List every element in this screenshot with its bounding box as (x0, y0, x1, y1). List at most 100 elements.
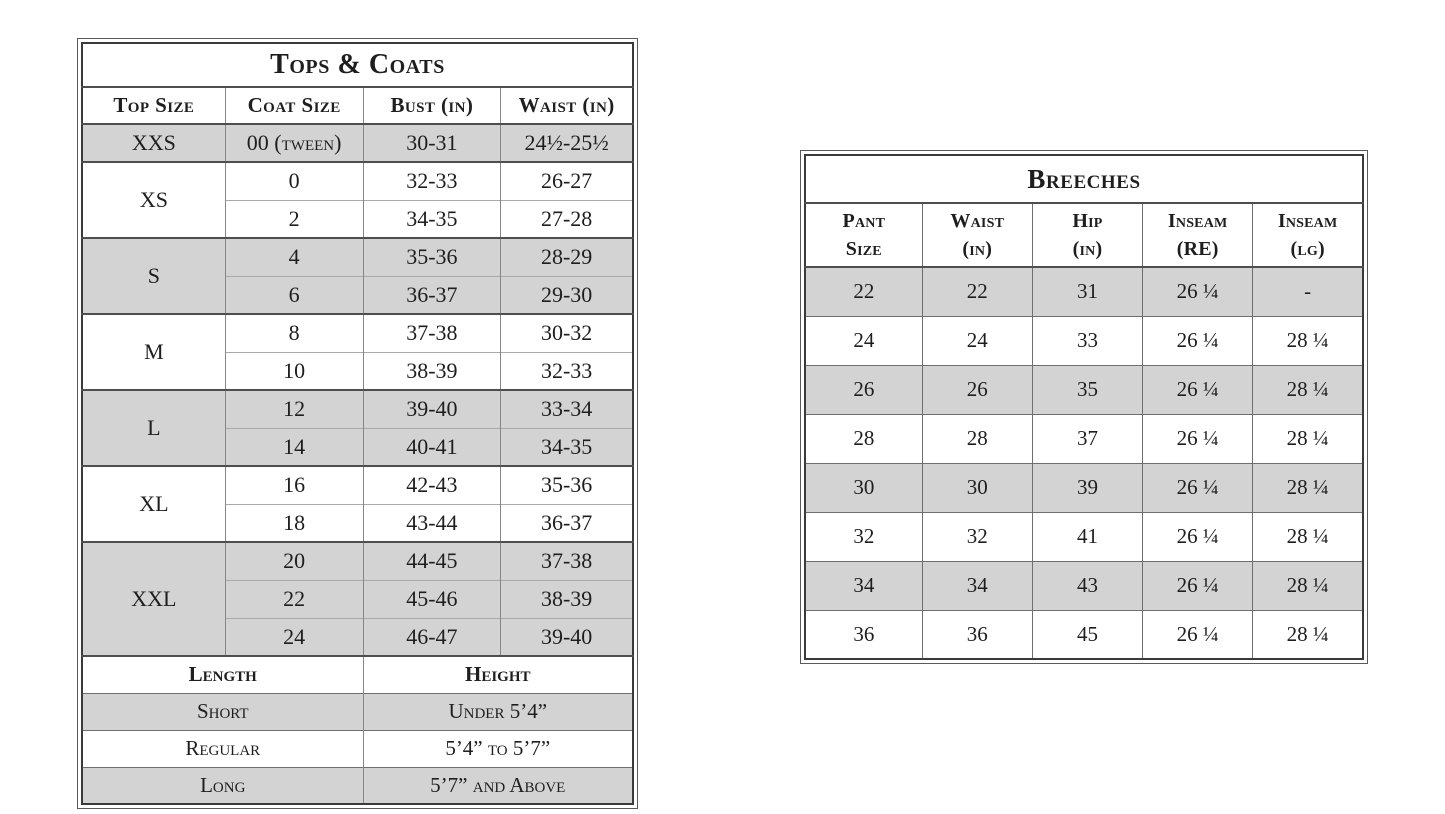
top-size-cell: XXS (82, 123, 226, 162)
height-cell: Under 5’4” (362, 692, 633, 730)
height-header: Height (362, 655, 633, 693)
bust-cell: 37-38 (362, 313, 501, 352)
bust-cell: 36-37 (362, 275, 501, 314)
top-size-cell: XS (82, 161, 226, 238)
inseam-re-cell: 26 ¼ (1142, 462, 1253, 512)
waist-cell: 34 (921, 560, 1033, 610)
hip-cell: 33 (1031, 315, 1143, 365)
pant-size-cell: 32 (805, 511, 923, 561)
bust-cell: 42-43 (362, 465, 501, 504)
waist-cell: 30-32 (500, 313, 633, 352)
coat-size-cell: 2 (224, 199, 363, 238)
pant-size-cell: 28 (805, 413, 923, 463)
waist-cell: 39-40 (500, 617, 633, 656)
breeches-title: Breeches (805, 155, 1363, 204)
waist-cell: 36-37 (500, 503, 633, 542)
pant-size-cell: 34 (805, 560, 923, 610)
breeches-grid: Breeches Pant Size Waist (in) Hip (in) Inseam (R… (804, 154, 1364, 660)
header-line: Waist (950, 210, 1005, 232)
bust-header: Bust (in) (362, 87, 501, 125)
hip-cell: 39 (1031, 462, 1143, 512)
length-cell: Short (82, 692, 363, 730)
header-line: Inseam (1277, 210, 1338, 232)
coat-size-cell: 14 (224, 427, 363, 466)
top-size-cell: XL (82, 465, 226, 542)
waist-cell: 34-35 (500, 427, 633, 466)
header-line: (lg) (1290, 238, 1325, 260)
header-line: Hip (1072, 210, 1103, 232)
bust-cell: 38-39 (362, 351, 501, 390)
coat-size-cell: 24 (224, 617, 363, 656)
hip-cell: 35 (1031, 364, 1143, 414)
top-size-cell: L (82, 389, 226, 466)
length-header: Length (82, 655, 363, 693)
top-size-header: Top Size (82, 87, 226, 125)
inseam-re-cell: 26 ¼ (1142, 315, 1253, 365)
waist-header: Waist (in) (921, 203, 1033, 268)
waist-header: Waist (in) (500, 87, 633, 125)
inseam-re-cell: 26 ¼ (1142, 511, 1253, 561)
inseam-lg-cell: 28 ¼ (1252, 315, 1363, 365)
hip-cell: 41 (1031, 511, 1143, 561)
inseam-lg-cell: 28 ¼ (1252, 413, 1363, 463)
bust-cell: 35-36 (362, 237, 501, 276)
header-line: (in) (1072, 238, 1103, 260)
inseam-lg-cell: 28 ¼ (1252, 511, 1363, 561)
waist-cell: 38-39 (500, 579, 633, 618)
waist-cell: 32 (921, 511, 1033, 561)
breeches-size-chart: Breeches Pant Size Waist (in) Hip (in) Inseam (R… (800, 150, 1368, 664)
header-line: Inseam (1167, 210, 1228, 232)
height-cell: 5’7” and Above (362, 766, 633, 804)
coat-size-cell: 12 (224, 389, 363, 428)
header-line: (in) (962, 238, 993, 260)
bust-cell: 40-41 (362, 427, 501, 466)
inseam-re-cell: 26 ¼ (1142, 364, 1253, 414)
waist-cell: 24½-25½ (500, 123, 633, 162)
coat-size-cell: 4 (224, 237, 363, 276)
bust-cell: 30-31 (362, 123, 501, 162)
top-size-cell: XXL (82, 541, 226, 656)
header-line: (RE) (1176, 238, 1219, 260)
pant-size-cell: 36 (805, 609, 923, 659)
header-line: Pant (842, 210, 886, 232)
header-line: Size (845, 238, 882, 260)
waist-cell: 29-30 (500, 275, 633, 314)
pant-size-cell: 24 (805, 315, 923, 365)
inseam-re-cell: 26 ¼ (1142, 413, 1253, 463)
tops-coats-size-chart: Tops & Coats Top Size Coat Size Bust (in) Wa… (77, 38, 638, 809)
coat-size-cell: 8 (224, 313, 363, 352)
inseam-lg-cell: 28 ¼ (1252, 560, 1363, 610)
hip-cell: 31 (1031, 266, 1143, 316)
inseam-re-header: Inseam (RE) (1142, 203, 1253, 268)
waist-cell: 26-27 (500, 161, 633, 200)
inseam-lg-cell: - (1252, 266, 1363, 316)
height-cell: 5’4” to 5’7” (362, 729, 633, 767)
bust-cell: 39-40 (362, 389, 501, 428)
inseam-re-cell: 26 ¼ (1142, 266, 1253, 316)
hip-cell: 43 (1031, 560, 1143, 610)
tops-coats-grid: Tops & Coats Top Size Coat Size Bust (in) Wa… (81, 42, 634, 805)
waist-cell: 28 (921, 413, 1033, 463)
pant-size-cell: 26 (805, 364, 923, 414)
bust-cell: 44-45 (362, 541, 501, 580)
pant-size-cell: 22 (805, 266, 923, 316)
inseam-lg-cell: 28 ¼ (1252, 364, 1363, 414)
inseam-re-cell: 26 ¼ (1142, 560, 1253, 610)
top-size-cell: S (82, 237, 226, 314)
coat-size-cell: 6 (224, 275, 363, 314)
coat-size-cell: 20 (224, 541, 363, 580)
inseam-lg-cell: 28 ¼ (1252, 462, 1363, 512)
waist-cell: 35-36 (500, 465, 633, 504)
bust-cell: 34-35 (362, 199, 501, 238)
inseam-lg-cell: 28 ¼ (1252, 609, 1363, 659)
coat-size-cell: 0 (224, 161, 363, 200)
pant-size-header: Pant Size (805, 203, 923, 268)
waist-cell: 36 (921, 609, 1033, 659)
waist-cell: 37-38 (500, 541, 633, 580)
hip-cell: 45 (1031, 609, 1143, 659)
hip-cell: 37 (1031, 413, 1143, 463)
length-cell: Long (82, 766, 363, 804)
waist-cell: 26 (921, 364, 1033, 414)
waist-cell: 28-29 (500, 237, 633, 276)
waist-cell: 33-34 (500, 389, 633, 428)
